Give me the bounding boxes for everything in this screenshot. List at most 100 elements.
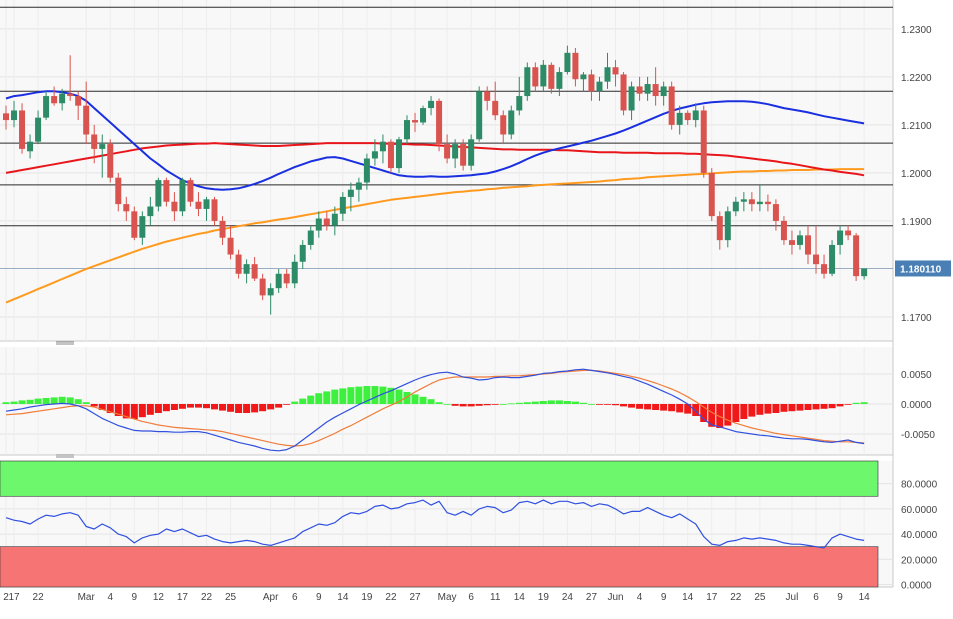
macd-histogram-bar [692,404,700,416]
x-tick-label: 27 [409,592,421,603]
candle-body [500,115,507,135]
macd-histogram-bar [507,403,515,405]
candle-body [716,216,723,241]
candle-body [556,72,563,89]
candle-body [395,139,402,169]
macd-histogram-bar [636,404,644,409]
x-tick-label: 2 [3,592,9,603]
x-tick-label: 4 [637,592,643,603]
candle-body [756,201,763,205]
y-tick-label: 0.0000 [901,400,932,411]
macd-histogram-bar [547,400,555,404]
candle-body [219,220,226,238]
candle-body [620,74,627,111]
candle-body [3,113,9,121]
x-tick-label: 6 [468,592,474,603]
macd-histogram-bar [379,386,387,404]
candle-body [805,235,811,255]
macd-histogram-bar [748,404,756,417]
candle-body [764,201,771,205]
candle-body [460,144,467,166]
macd-histogram-bar [299,398,307,404]
candle-body [612,67,619,75]
candle-body [660,86,667,97]
candle-body [83,105,90,135]
x-tick-label: 24 [562,592,574,603]
macd-histogram-bar [804,404,812,410]
last-price-tag: 1.180110 [895,260,951,277]
macd-histogram-bar [235,404,243,413]
macd-histogram-bar [644,404,652,410]
candle-body [468,139,475,166]
x-tick-label: 17 [706,592,718,603]
candle-body [299,244,306,262]
macd-histogram-bar [411,394,419,404]
macd-histogram-bar [10,401,18,404]
macd-histogram-bar [812,404,820,410]
macd-histogram-bar [227,404,235,412]
panel-resize-handle[interactable] [56,454,74,458]
candle-body [861,268,868,277]
macd-histogram-bar [780,404,788,412]
x-tick-label: 22 [730,592,742,603]
macd-histogram-bar [595,404,603,405]
x-tick-label: 6 [292,592,298,603]
candle-body [187,180,194,202]
macd-histogram-bar [315,393,323,404]
macd-histogram-bar [435,402,443,404]
macd-histogram-bar [531,401,539,404]
x-tick-label: 9 [132,592,138,603]
candle-body [107,144,114,178]
macd-histogram-bar [395,389,403,404]
candle-body [243,264,250,274]
candle-body [307,230,314,245]
candle-body [291,261,298,284]
candle-body [724,211,731,241]
candle-body [404,120,410,140]
candle-body [163,180,170,202]
candle-body [580,74,587,80]
macd-histogram-bar [740,404,748,419]
candle-body [813,254,820,265]
x-tick-label: 14 [859,592,871,603]
sma-blue-line [5,90,865,191]
candle-body [123,204,130,212]
macd-histogram-bar [668,404,676,412]
candle-body [323,218,330,226]
y-tick-label: 40.0000 [901,530,938,541]
candle-body [211,199,218,221]
macd-histogram-bar [403,392,411,404]
macd-histogram-bar [50,397,58,404]
x-tick-label: 25 [754,592,766,603]
macd-histogram-bar [387,387,395,404]
x-tick-label: 17 [8,592,20,603]
candle-body [11,110,18,121]
x-tick-label: 12 [153,592,165,603]
macd-histogram-bar [419,396,427,404]
y-tick-label: 80.0000 [901,480,938,491]
macd-histogram-bar [275,404,283,408]
macd-histogram-bar [443,404,451,405]
macd-histogram-bar [355,386,363,404]
last-price-label: 1.180110 [900,264,942,275]
candle-body [588,74,595,92]
macd-histogram-bar [860,402,868,404]
candle-body [732,201,739,212]
candle-body [420,108,427,123]
macd-histogram-bar [467,404,475,407]
x-tick-label: 6 [813,592,819,603]
macd-histogram-bar [186,404,194,408]
candle-body [363,158,370,183]
rsi-oversold-zone [0,546,879,588]
candle-body [604,67,611,82]
macd-histogram-bar [307,395,315,404]
macd-histogram-bar [347,387,355,404]
macd-histogram-bar [491,404,499,405]
macd-histogram-bar [483,404,491,406]
macd-histogram-bar [756,404,764,415]
macd-histogram-bar [539,401,547,404]
macd-histogram-bar [652,404,660,410]
panel-resize-handle[interactable] [56,341,74,345]
y-tick-label: -0.0050 [901,430,935,441]
